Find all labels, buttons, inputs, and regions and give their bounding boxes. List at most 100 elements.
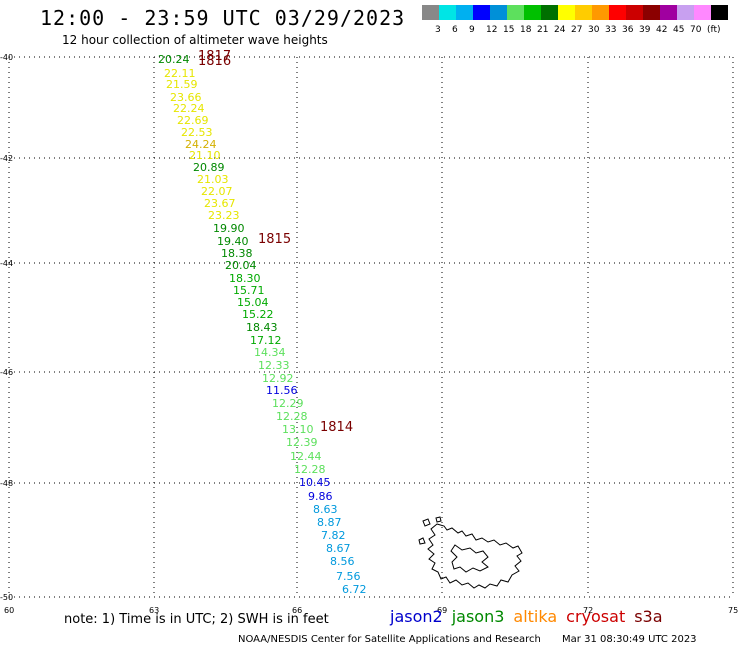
map-axis-labels: -40 -42 -44 -46 -48 -50 60 63 66 69 72 75 xyxy=(0,53,738,615)
pass-number-label: 1816 xyxy=(198,54,231,69)
wave-height-value: 21.03 xyxy=(197,173,229,186)
wave-height-value: 18.43 xyxy=(246,321,278,334)
colorbar-label: 21 xyxy=(537,25,549,35)
colorbar-label: 30 xyxy=(588,25,600,35)
wave-height-value: 19.90 xyxy=(213,222,245,235)
wave-height-value: 22.11 xyxy=(164,67,196,80)
wave-height-value: 19.40 xyxy=(217,235,249,248)
colorbar-swatch xyxy=(711,5,728,20)
pass-number-label: 1815 xyxy=(258,232,291,247)
legend-jason3: jason3 xyxy=(451,607,505,626)
note-text: note: 1) Time is in UTC; 2) SWH is in fe… xyxy=(64,612,329,627)
colorbar-label: 15 xyxy=(503,25,515,35)
wave-height-value: 6.72 xyxy=(342,583,367,596)
island-islet xyxy=(422,518,431,527)
kerguelen-islands xyxy=(418,516,523,589)
island-inner-outline xyxy=(450,544,489,573)
latitude-label: -50 xyxy=(0,593,13,602)
wave-height-observations: 20.2422.1121.5923.6622.2422.6922.5324.24… xyxy=(158,53,367,596)
pass-number-label: 1814 xyxy=(320,420,353,435)
wave-height-value: 17.12 xyxy=(250,334,282,347)
longitude-label: 63 xyxy=(149,606,159,615)
colorbar-label: 70 xyxy=(690,25,702,35)
colorbar-label: 39 xyxy=(639,25,651,35)
page-title: 12:00 - 23:59 UTC 03/29/2023 xyxy=(40,6,406,30)
credit-text: NOAA/NESDIS Center for Satellite Applica… xyxy=(238,634,541,645)
page-subtitle: 12 hour collection of altimeter wave hei… xyxy=(62,33,328,47)
wave-height-value: 10.45 xyxy=(299,476,331,489)
wave-height-value: 22.69 xyxy=(177,114,209,127)
legend-cryosat: cryosat xyxy=(566,607,626,626)
colorbar-swatch xyxy=(439,5,456,20)
latitude-label: -40 xyxy=(0,53,13,62)
latitude-label: -42 xyxy=(0,154,13,163)
latitude-label: -44 xyxy=(0,259,13,268)
map-grid xyxy=(8,56,734,598)
wave-height-value: 8.67 xyxy=(326,542,351,555)
colorbar-label: 6 xyxy=(452,25,458,35)
colorbar-label: 33 xyxy=(605,25,617,35)
wave-height-value: 22.24 xyxy=(173,102,205,115)
island-outline xyxy=(427,523,523,589)
wave-height-value: 11.56 xyxy=(266,384,298,397)
colorbar-swatch xyxy=(524,5,541,20)
colorbar-swatch xyxy=(541,5,558,20)
satellite-legend: jason2 jason3 altika cryosat s3a xyxy=(390,607,672,626)
wave-height-value: 18.30 xyxy=(229,272,261,285)
colorbar-swatch xyxy=(592,5,609,20)
wave-height-value: 8.87 xyxy=(317,516,342,529)
colorbar-swatch xyxy=(694,5,711,20)
timestamp-text: Mar 31 08:30:49 UTC 2023 xyxy=(562,634,697,645)
wave-height-value: 23.23 xyxy=(208,209,240,222)
wave-height-value: 8.63 xyxy=(313,503,338,516)
wave-height-value: 7.82 xyxy=(321,529,346,542)
colorbar-label: (ft) xyxy=(707,25,721,35)
colorbar-label: 42 xyxy=(656,25,668,35)
colorbar-swatch xyxy=(507,5,524,20)
wave-height-value: 22.07 xyxy=(201,185,233,198)
colorbar-swatch xyxy=(609,5,626,20)
legend-altika: altika xyxy=(513,607,558,626)
wave-height-value: 8.56 xyxy=(330,555,355,568)
colorbar-swatch xyxy=(422,5,439,20)
legend-s3a: s3a xyxy=(634,607,663,626)
wave-height-value: 21.10 xyxy=(189,149,221,162)
colorbar-label: 3 xyxy=(435,25,441,35)
longitude-label: 60 xyxy=(4,606,14,615)
wave-height-value: 13.10 xyxy=(282,423,314,436)
longitude-label: 69 xyxy=(437,606,447,615)
wave-height-value: 12.28 xyxy=(276,410,308,423)
footer: NOAA/NESDIS Center for Satellite Applica… xyxy=(238,634,697,645)
colorbar-label: 24 xyxy=(554,25,566,35)
colorbar-swatch xyxy=(490,5,507,20)
wave-height-value: 12.33 xyxy=(258,359,290,372)
wave-height-value: 14.34 xyxy=(254,346,286,359)
colorbar-label: 12 xyxy=(486,25,498,35)
longitude-label: 66 xyxy=(292,606,302,615)
latitude-label: -48 xyxy=(0,479,13,488)
legend-jason2: jason2 xyxy=(390,607,443,626)
wave-height-value: 9.86 xyxy=(308,490,333,503)
longitude-label: 75 xyxy=(728,606,738,615)
colorbar-label: 36 xyxy=(622,25,634,35)
wave-height-value: 12.28 xyxy=(294,463,326,476)
wave-height-value: 12.29 xyxy=(272,397,304,410)
wave-height-value: 12.44 xyxy=(290,450,322,463)
colorbar-swatch xyxy=(626,5,643,20)
wave-height-value: 15.22 xyxy=(242,308,274,321)
wave-height-value: 23.66 xyxy=(170,91,202,104)
colorbar-swatch xyxy=(643,5,660,20)
island-islet xyxy=(418,537,426,545)
wave-height-value: 20.89 xyxy=(193,161,225,174)
colorbar-label: 45 xyxy=(673,25,685,35)
wave-height-value: 20.24 xyxy=(158,53,190,66)
colorbar-swatch xyxy=(660,5,677,20)
colorbar-label: 27 xyxy=(571,25,583,35)
wave-height-value: 12.92 xyxy=(262,372,294,385)
colorbar-swatch xyxy=(456,5,473,20)
colorbar-label: 18 xyxy=(520,25,532,35)
colorbar-swatch xyxy=(558,5,575,20)
colorbar-swatch xyxy=(677,5,694,20)
